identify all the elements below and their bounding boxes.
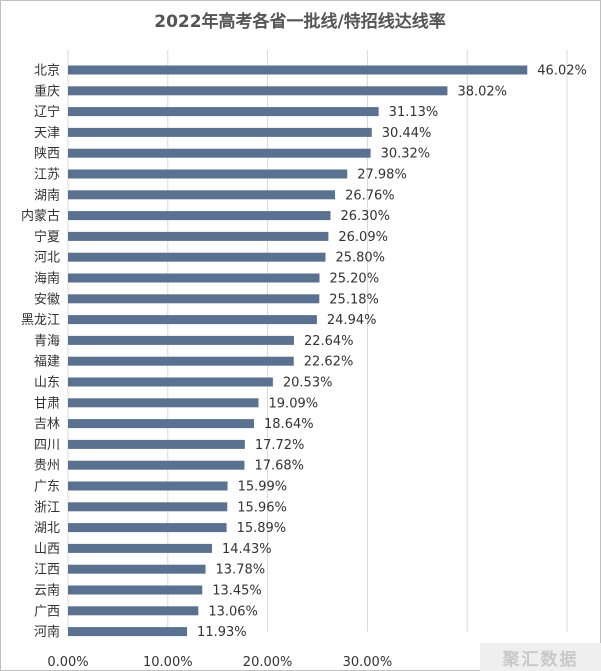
category-label: 青海 (34, 334, 60, 349)
category-label: 内蒙古 (21, 208, 60, 224)
value-label: 17.68% (254, 459, 304, 474)
bar (68, 315, 317, 325)
bar (68, 127, 372, 137)
bar (68, 460, 245, 470)
value-label: 25.80% (335, 251, 385, 266)
value-label: 30.32% (381, 147, 431, 162)
bar (68, 86, 448, 96)
value-label: 13.45% (212, 584, 262, 599)
category-label: 北京 (34, 64, 60, 79)
value-label: 15.96% (237, 500, 287, 515)
value-label: 15.89% (237, 521, 287, 536)
category-label: 海南 (34, 271, 60, 287)
bar (68, 627, 188, 637)
category-label: 福建 (34, 355, 60, 370)
category-label: 吉林 (34, 417, 60, 432)
bar (68, 169, 348, 179)
category-label: 宁夏 (34, 229, 60, 245)
value-label: 25.20% (329, 272, 379, 287)
value-label: 20.53% (283, 376, 333, 391)
category-label: 河北 (34, 251, 60, 266)
bar (68, 356, 294, 366)
value-label: 11.93% (197, 625, 247, 640)
bars (68, 65, 528, 637)
category-label: 黑龙江 (21, 313, 60, 328)
value-label: 19.09% (269, 396, 319, 411)
bar (68, 481, 228, 491)
bar (68, 273, 320, 283)
bar (68, 523, 227, 533)
x-tick-label: 30.00% (343, 655, 393, 670)
value-label: 13.06% (208, 604, 258, 619)
category-label: 重庆 (34, 83, 60, 99)
x-tick-label: 10.00% (143, 655, 193, 670)
x-tick-label: 20.00% (243, 655, 293, 670)
category-label: 山东 (34, 376, 60, 391)
value-label: 24.94% (327, 313, 377, 328)
category-label: 安徽 (34, 292, 60, 307)
value-label: 14.43% (222, 542, 272, 557)
x-axis-ticks: 0.00% 10.00% 20.00% 30.00% (47, 655, 392, 670)
category-label: 广东 (34, 480, 60, 495)
bar (68, 211, 331, 221)
category-labels: 北京重庆辽宁天津陕西江苏湖南内蒙古宁夏河北海南安徽黑龙江青海福建山东甘肃吉林四川… (21, 64, 60, 641)
category-label: 天津 (34, 126, 60, 141)
value-label: 13.78% (216, 563, 266, 578)
x-tick-label: 0.00% (47, 655, 88, 670)
bar (68, 231, 329, 241)
bar (68, 335, 294, 345)
watermark-logo: 聚汇数据 (480, 643, 601, 671)
category-label: 贵州 (34, 459, 60, 474)
bar (68, 543, 213, 553)
grid-lines (67, 50, 568, 632)
category-label: 山西 (34, 542, 60, 557)
chart-title: 2022年高考各省一批线/特招线达线率 (154, 11, 446, 32)
bar (68, 190, 336, 200)
bar (68, 439, 245, 449)
bar (68, 502, 228, 512)
category-label: 陕西 (34, 147, 60, 162)
value-label: 22.62% (304, 355, 354, 370)
category-label: 广西 (34, 604, 60, 619)
value-label: 26.30% (340, 209, 390, 224)
value-label: 17.72% (255, 438, 305, 453)
bar (68, 148, 371, 158)
category-label: 云南 (34, 583, 60, 599)
category-label: 甘肃 (34, 396, 60, 411)
value-labels: 46.02% 38.02% 31.13% 30.44% 30.32% 27.98% 26.7… (197, 64, 587, 641)
category-label: 浙江 (34, 500, 60, 515)
bar (68, 377, 273, 387)
value-label: 46.02% (537, 64, 587, 79)
bar (68, 65, 528, 75)
value-label: 26.76% (345, 188, 395, 203)
value-label: 27.98% (357, 168, 407, 183)
value-label: 15.99% (238, 480, 288, 495)
bar (68, 564, 206, 574)
value-label: 31.13% (389, 105, 439, 120)
category-label: 江苏 (34, 167, 60, 183)
value-label: 22.64% (304, 334, 354, 349)
value-label: 26.09% (338, 230, 388, 245)
value-label: 25.18% (329, 292, 379, 307)
bar (68, 419, 255, 429)
category-label: 江西 (34, 563, 60, 578)
bar (68, 252, 326, 262)
bar (68, 107, 379, 117)
bar (68, 585, 203, 595)
category-label: 湖北 (34, 521, 60, 536)
value-label: 38.02% (457, 84, 507, 99)
category-label: 四川 (34, 438, 60, 453)
bar (68, 294, 320, 304)
value-label: 18.64% (264, 417, 314, 432)
bar (68, 606, 199, 616)
value-label: 30.44% (382, 126, 432, 141)
category-label: 湖南 (34, 187, 60, 203)
bar (68, 398, 259, 408)
category-label: 辽宁 (34, 104, 60, 120)
category-label: 河南 (34, 624, 60, 640)
